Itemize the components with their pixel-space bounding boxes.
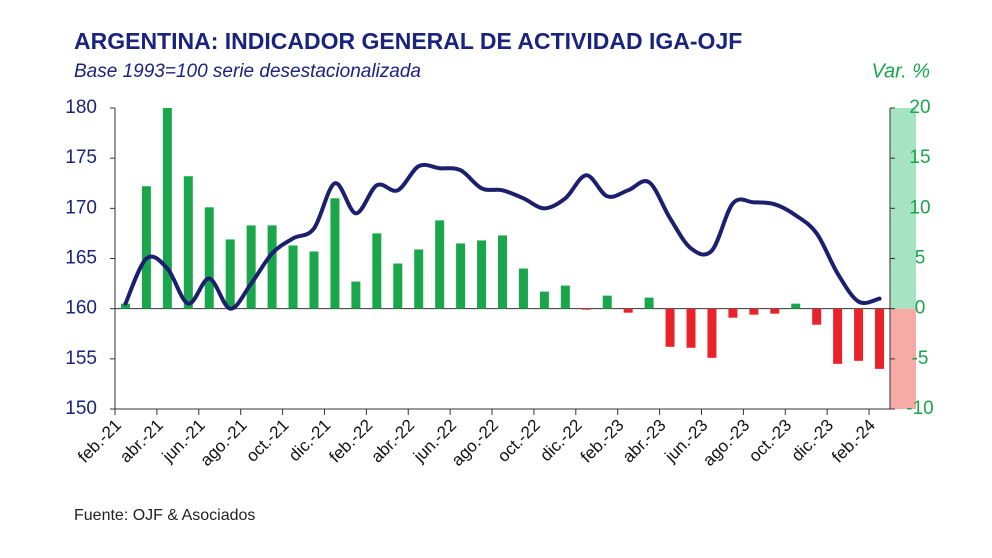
bar: [288, 245, 298, 309]
bar: [204, 207, 214, 309]
chart-subtitle: Base 1993=100 serie desestacionalizada: [74, 61, 421, 82]
bar: [581, 308, 591, 310]
x-tick-label: abr.-23: [619, 416, 670, 467]
y2-tick-label: 0: [915, 298, 926, 319]
x-tick-label: ago.-22: [448, 416, 502, 470]
bar: [456, 243, 466, 309]
bar: [602, 295, 612, 309]
bar: [812, 308, 822, 325]
bar: [141, 186, 151, 309]
x-tick-label: dic.-21: [285, 416, 335, 466]
bar: [749, 308, 759, 315]
y-tick-label: 175: [65, 147, 97, 168]
bar: [351, 281, 361, 309]
bar: [560, 285, 570, 309]
y2-tick-label: 5: [915, 248, 926, 269]
y-tick-label: 180: [65, 97, 97, 118]
x-tick-label: feb.-21: [74, 416, 125, 467]
bar: [686, 308, 696, 348]
x-tick-label: dic.-22: [536, 416, 586, 466]
x-tick-label: abr.-21: [116, 416, 167, 467]
x-tick-label: ago.-21: [196, 416, 250, 470]
bar: [225, 239, 235, 309]
bar: [665, 308, 675, 347]
bar: [477, 240, 487, 309]
bar: [833, 308, 843, 364]
x-tick-label: feb.-24: [828, 416, 879, 467]
y2-tick-label: 20: [909, 97, 930, 118]
y2-tick-label: 10: [909, 197, 930, 218]
y-tick-label: 150: [65, 398, 97, 419]
y-tick-label: 170: [65, 197, 97, 218]
y2-tick-label: -10: [906, 398, 933, 419]
bar: [644, 297, 654, 309]
bar: [498, 235, 507, 309]
source-note: Fuente: OJF & Asociados: [74, 507, 255, 524]
x-tick-label: ago.-23: [699, 416, 753, 470]
y-tick-label: 155: [65, 348, 97, 369]
bar: [120, 303, 130, 309]
bar: [246, 225, 256, 309]
bar: [414, 249, 424, 309]
bar: [518, 268, 528, 309]
bar: [770, 308, 780, 314]
chart-title: ARGENTINA: INDICADOR GENERAL DE ACTIVIDA…: [74, 28, 742, 54]
bar: [875, 308, 885, 369]
bar: [372, 233, 382, 309]
bar: [330, 198, 340, 309]
x-tick-label: oct.-23: [745, 416, 795, 466]
bar: [267, 225, 277, 309]
y-tick-label: 160: [65, 298, 97, 319]
bar: [707, 308, 717, 358]
bar: [791, 303, 801, 309]
bar: [623, 308, 633, 313]
x-tick-label: oct.-21: [242, 416, 292, 466]
bar: [393, 263, 403, 309]
bar: [183, 176, 193, 309]
x-tick-label: oct.-22: [494, 416, 544, 466]
x-tick-label: dic.-23: [788, 416, 838, 466]
y2-tick-label: -5: [912, 348, 929, 369]
line: [123, 162, 882, 311]
bar: [435, 220, 445, 309]
bar: [854, 308, 864, 361]
x-tick-label: abr.-22: [367, 416, 418, 467]
bar: [309, 251, 319, 309]
x-tick-label: feb.-22: [325, 416, 376, 467]
x-tick-label: feb.-23: [577, 416, 628, 467]
y2-tick-label: 15: [909, 147, 930, 168]
bar: [728, 308, 738, 318]
y2-axis-label: Var. %: [871, 60, 930, 82]
bar: [539, 291, 549, 309]
bar: [162, 108, 172, 309]
y-tick-label: 165: [65, 248, 97, 269]
